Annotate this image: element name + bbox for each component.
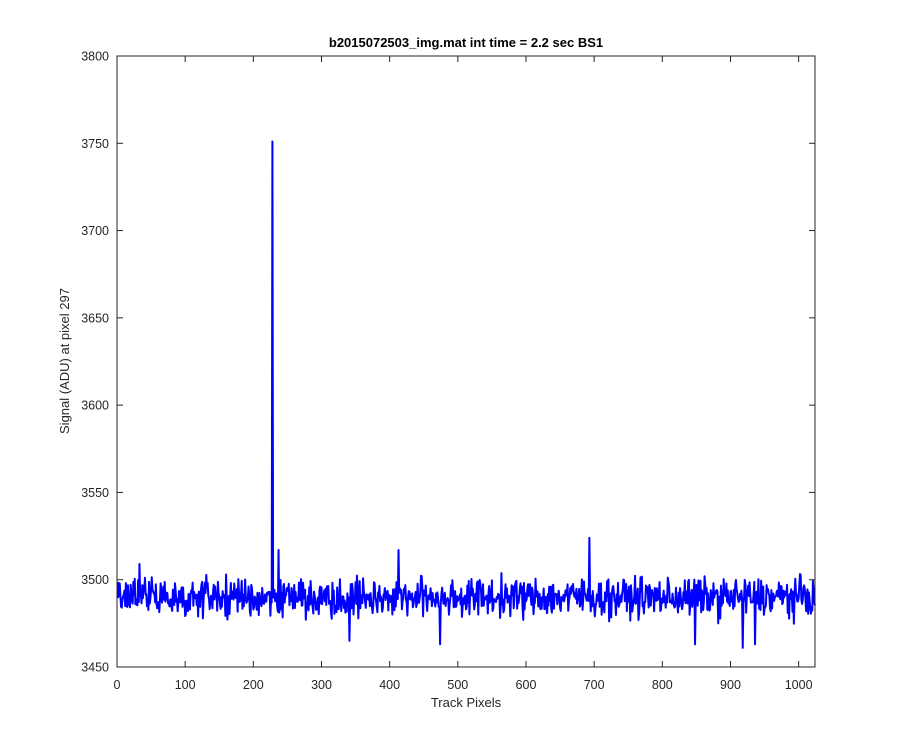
y-tick-label: 3500 [81, 573, 109, 587]
x-tick-label: 400 [379, 678, 400, 692]
x-tick-label: 300 [311, 678, 332, 692]
y-tick-label: 3650 [81, 311, 109, 325]
x-axis-label: Track Pixels [431, 695, 502, 710]
chart-title: b2015072503_img.mat int time = 2.2 sec B… [329, 35, 603, 50]
x-tick-label: 100 [175, 678, 196, 692]
y-axis-label: Signal (ADU) at pixel 297 [57, 288, 72, 434]
x-tick-label: 800 [652, 678, 673, 692]
x-tick-label: 0 [114, 678, 121, 692]
x-tick-label: 1000 [785, 678, 813, 692]
ticks-layer: 0 100 200 300 400 500 600 700 800 900 1000 3450 3500… [81, 50, 815, 692]
x-tick-label: 200 [243, 678, 264, 692]
y-tick-label: 3800 [81, 50, 109, 64]
x-tick-label: 900 [720, 678, 741, 692]
x-tick-label: 700 [584, 678, 605, 692]
y-tick-label: 3750 [81, 137, 109, 151]
x-tick-label: 600 [516, 678, 537, 692]
signal-series-line [116, 140, 816, 649]
x-tick-label: 500 [447, 678, 468, 692]
y-tick-label: 3550 [81, 486, 109, 500]
plot-area [117, 56, 815, 667]
plot-frame [116, 55, 816, 668]
series-layer [116, 140, 816, 649]
y-tick-label: 3600 [81, 399, 109, 413]
y-tick-label: 3700 [81, 224, 109, 238]
y-tick-label: 3450 [81, 661, 109, 675]
